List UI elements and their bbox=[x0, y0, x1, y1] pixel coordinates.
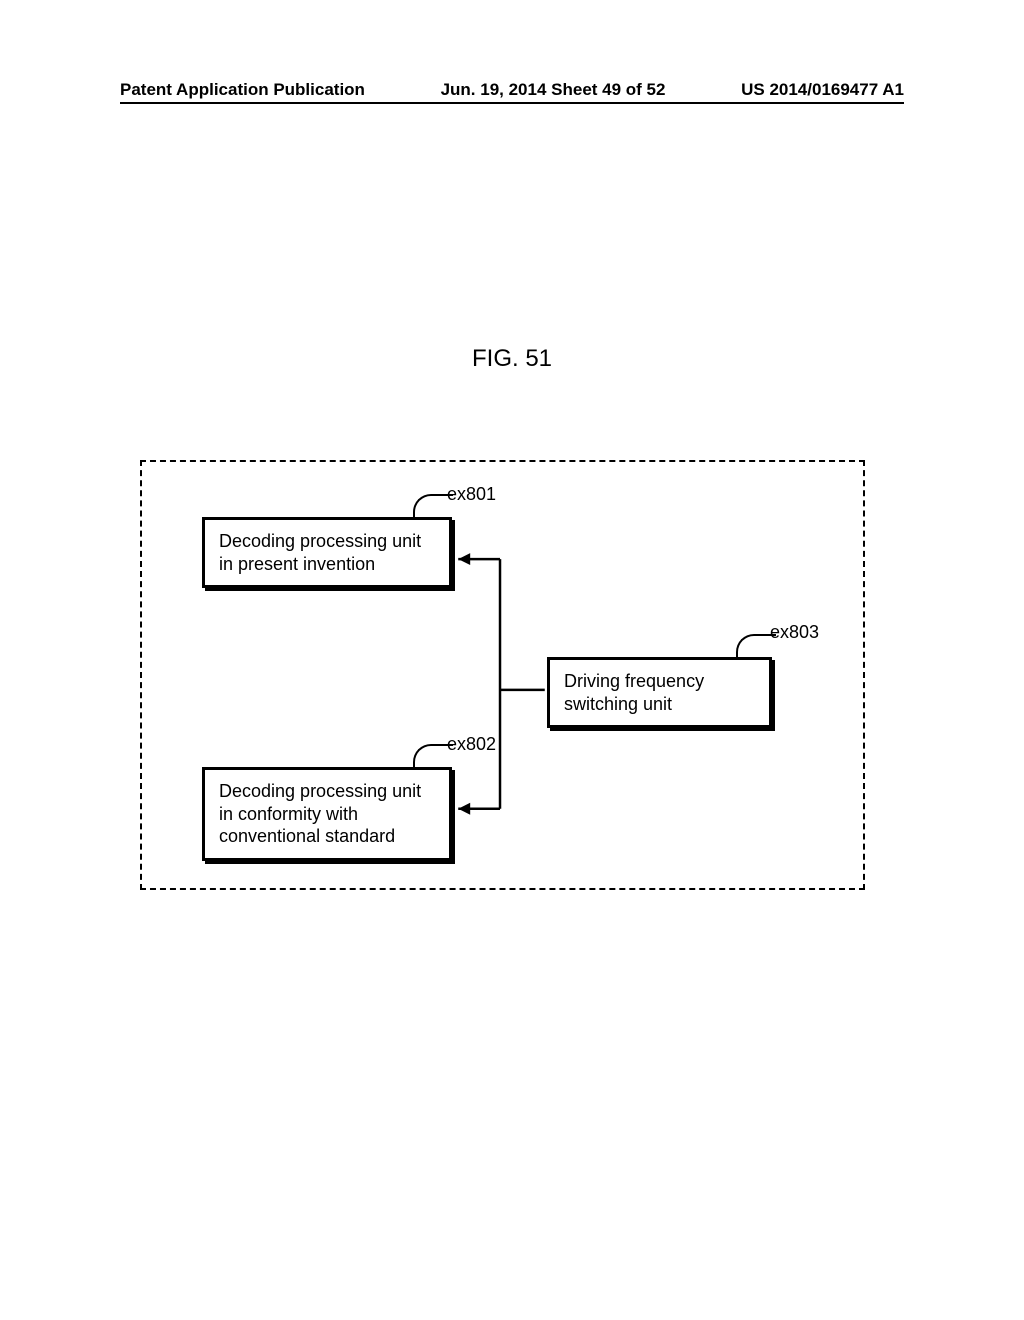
page: Patent Application Publication Jun. 19, … bbox=[0, 0, 1024, 1320]
connector-lines bbox=[142, 462, 863, 888]
page-header: Patent Application Publication Jun. 19, … bbox=[120, 80, 904, 104]
diagram-container: ex801 Decoding processing unit in presen… bbox=[140, 460, 865, 890]
header-right: US 2014/0169477 A1 bbox=[741, 80, 904, 100]
header-center: Jun. 19, 2014 Sheet 49 of 52 bbox=[441, 80, 666, 100]
figure-title: FIG. 51 bbox=[0, 345, 1024, 373]
header-left: Patent Application Publication bbox=[120, 80, 365, 100]
